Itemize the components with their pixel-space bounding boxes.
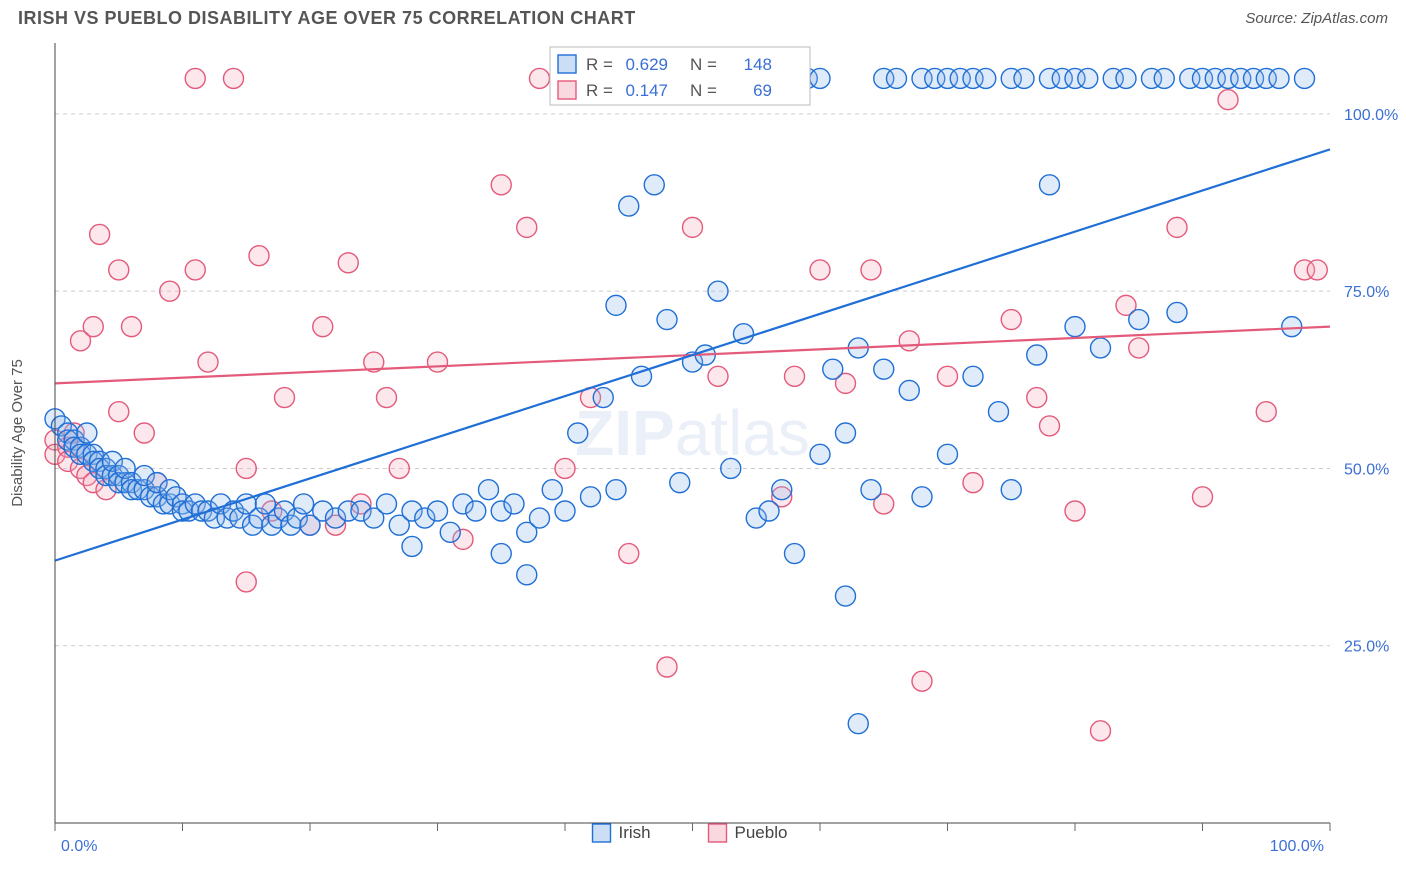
source-name: ZipAtlas.com [1301, 10, 1388, 27]
svg-text:69: 69 [753, 81, 772, 100]
svg-text:Irish: Irish [619, 823, 651, 842]
svg-text:75.0%: 75.0% [1344, 284, 1389, 301]
source-prefix: Source: [1245, 10, 1301, 27]
svg-text:N =: N = [690, 55, 717, 74]
svg-text:0.0%: 0.0% [61, 838, 97, 855]
svg-text:25.0%: 25.0% [1344, 639, 1389, 656]
svg-text:0.629: 0.629 [625, 55, 668, 74]
chart-source: Source: ZipAtlas.com [1245, 10, 1388, 27]
svg-text:R =: R = [586, 55, 613, 74]
svg-text:Pueblo: Pueblo [735, 823, 788, 842]
scatter-chart-svg: ZIPatlas 0.0% 100.0% 25.0% 50.0% 75.0% 100.0% D… [0, 33, 1406, 883]
svg-text:100.0%: 100.0% [1344, 107, 1398, 124]
chart-title: IRISH VS PUEBLO DISABILITY AGE OVER 75 C… [18, 8, 636, 29]
svg-text:Disability Age Over 75: Disability Age Over 75 [9, 359, 26, 507]
svg-text:R =: R = [586, 81, 613, 100]
svg-text:ZIPatlas: ZIPatlas [575, 397, 810, 469]
svg-text:0.147: 0.147 [625, 81, 668, 100]
chart-area: ZIPatlas 0.0% 100.0% 25.0% 50.0% 75.0% 100.0% D… [0, 33, 1406, 883]
svg-text:50.0%: 50.0% [1344, 461, 1389, 478]
svg-text:148: 148 [744, 55, 772, 74]
svg-text:N =: N = [690, 81, 717, 100]
svg-text:100.0%: 100.0% [1270, 838, 1324, 855]
